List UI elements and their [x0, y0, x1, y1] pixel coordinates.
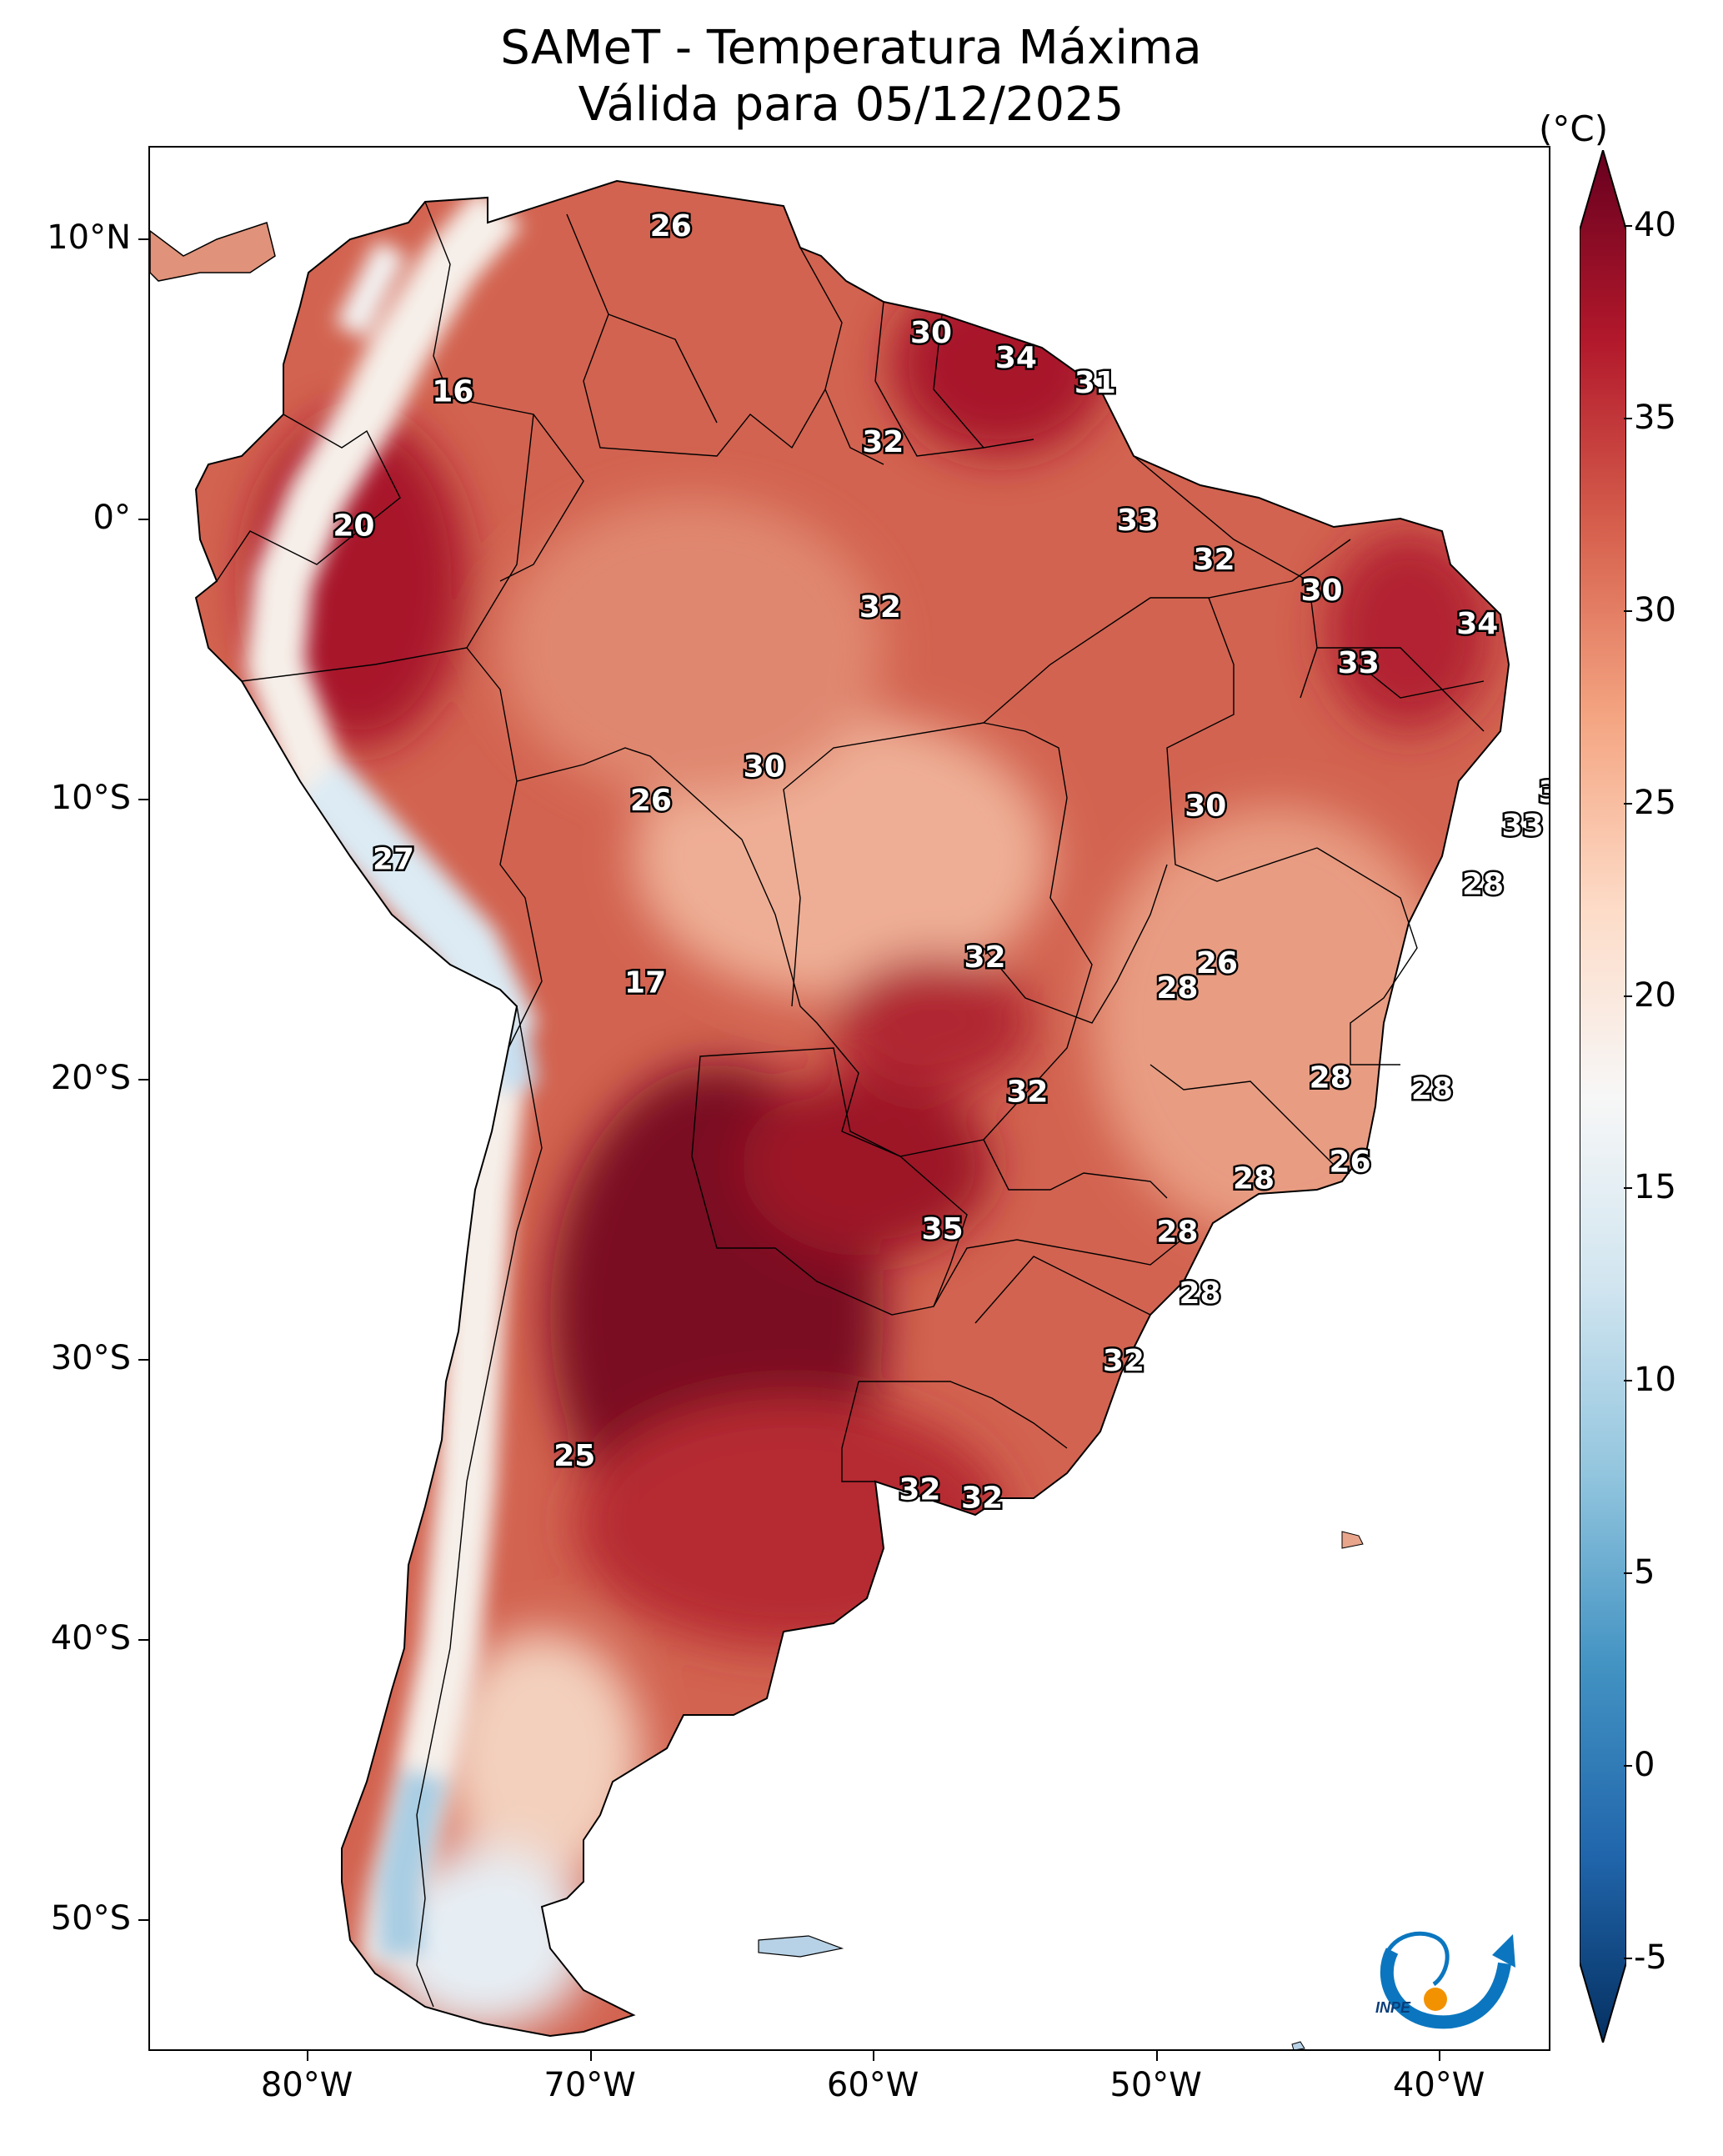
temperature-value-label: 26 — [1329, 1145, 1370, 1179]
longitude-label: 50°W — [1109, 2066, 1202, 2104]
temperature-value-label: 28 — [1411, 1072, 1453, 1106]
colorbar-tick-label: 15 — [1634, 1168, 1676, 1207]
colorbar-tick — [1624, 1765, 1632, 1767]
temperature-value-label: 30 — [1300, 574, 1342, 608]
colorbar-tick-label: -5 — [1634, 1938, 1667, 1977]
temperature-value-label: 27 — [373, 842, 414, 876]
value-label-layer: 2630343116322033323230343330313330263230… — [331, 208, 1550, 1517]
temperature-value-label: 17 — [624, 965, 666, 1000]
temperature-value-label: 28 — [1156, 1215, 1198, 1249]
longitude-label: 60°W — [826, 2066, 919, 2104]
temperature-value-label: 32 — [859, 590, 901, 624]
colorbar-tick — [1624, 609, 1632, 612]
temperature-value-label: 32 — [1539, 775, 1550, 810]
latitude-label: 20°S — [50, 1058, 131, 1097]
temperature-value-label: 32 — [1103, 1344, 1144, 1378]
colorbar-tick-label: 5 — [1634, 1553, 1655, 1592]
temperature-value-label: 28 — [1462, 868, 1504, 902]
longitude-tick — [873, 2051, 875, 2061]
latitude-tick — [138, 518, 148, 520]
inpe-logo — [1380, 1931, 1515, 2029]
temperature-value-label: 26 — [650, 209, 692, 243]
temperature-value-label: 33 — [1338, 646, 1380, 680]
longitude-label: 40°W — [1392, 2066, 1485, 2104]
longitude-tick — [1439, 2051, 1441, 2061]
temperature-value-label: 30 — [744, 750, 785, 785]
longitude-label: 70°W — [543, 2066, 636, 2104]
temperature-value-label: 34 — [1456, 607, 1498, 641]
temperature-value-label: 32 — [899, 1472, 940, 1507]
temperature-value-label: 28 — [1310, 1061, 1351, 1096]
colorbar-unit: (°C) — [1539, 108, 1609, 149]
longitude-tick — [307, 2051, 309, 2061]
latitude-tick — [138, 1918, 148, 1921]
temperature-value-label: 32 — [964, 940, 1005, 975]
borders — [216, 201, 1485, 2008]
temperature-value-label: 28 — [1156, 971, 1198, 1005]
temperature-value-label: 35 — [922, 1212, 964, 1246]
map-title: SAMeT - Temperatura Máxima — [500, 21, 1202, 75]
longitude-label: 80°W — [260, 2066, 353, 2104]
latitude-tick — [138, 798, 148, 800]
colorbar-tick — [1624, 1572, 1632, 1575]
colorbar-tick-label: 10 — [1634, 1361, 1676, 1400]
temperature-value-label: 30 — [1185, 790, 1226, 824]
latitude-label: 50°S — [50, 1898, 131, 1938]
longitude-tick — [589, 2051, 592, 2061]
temperature-value-label: 16 — [432, 374, 473, 409]
colorbar-tick — [1624, 417, 1632, 419]
map-subtitle: Válida para 05/12/2025 — [578, 78, 1124, 132]
temperature-value-label: 32 — [961, 1482, 1003, 1516]
colorbar-tick-label: 35 — [1634, 398, 1676, 437]
temperature-value-label: 33 — [1117, 504, 1159, 538]
temperature-value-label: 32 — [1193, 543, 1235, 577]
temperature-value-label: 31 — [1074, 366, 1116, 400]
colorbar-tick-label: 40 — [1634, 206, 1676, 244]
temperature-value-label: 33 — [1502, 809, 1544, 843]
latitude-label: 30°S — [50, 1338, 131, 1377]
colorbar-tick-label: 0 — [1634, 1746, 1655, 1785]
temperature-map: 2630343116322033323230343330313330263230… — [150, 179, 1550, 2049]
latitude-label: 10°N — [47, 218, 131, 257]
temperature-value-label: 32 — [862, 425, 904, 459]
temperature-value-label: 30 — [910, 316, 952, 350]
colorbar-tick-label: 20 — [1634, 975, 1676, 1015]
latitude-label: 10°S — [50, 778, 131, 817]
colorbar-tick-label: 25 — [1634, 783, 1676, 822]
colorbar — [1580, 150, 1626, 2043]
latitude-tick — [138, 1638, 148, 1641]
map-frame: 2630343116322033323230343330313330263230… — [148, 146, 1550, 2051]
longitude-tick — [1155, 2051, 1158, 2061]
latitude-tick — [138, 238, 148, 240]
temperature-value-label: 28 — [1233, 1162, 1275, 1196]
colorbar-tick — [1624, 1187, 1632, 1190]
temperature-value-label: 26 — [630, 784, 672, 818]
colorbar-tick — [1624, 802, 1632, 805]
latitude-tick — [138, 1358, 148, 1361]
temperature-value-label: 28 — [1179, 1276, 1220, 1311]
latitude-label: 0° — [93, 498, 131, 537]
colorbar-tick — [1624, 1958, 1632, 1959]
colorbar-tick-label: 30 — [1634, 590, 1676, 629]
latitude-tick — [138, 1078, 148, 1081]
colorbar-tick — [1624, 995, 1632, 997]
colorbar-tick — [1624, 225, 1632, 227]
latitude-label: 40°S — [50, 1618, 131, 1657]
temperature-value-label: 20 — [333, 509, 374, 544]
temperature-value-label: 34 — [995, 341, 1037, 375]
temperature-value-label: 32 — [1006, 1075, 1048, 1109]
colorbar-tick — [1624, 1380, 1632, 1382]
temperature-value-label: 25 — [553, 1439, 595, 1473]
temperature-field — [196, 181, 1509, 2036]
temperature-value-label: 26 — [1196, 946, 1238, 980]
inpe-logo-text: INPE — [1375, 1999, 1411, 2016]
